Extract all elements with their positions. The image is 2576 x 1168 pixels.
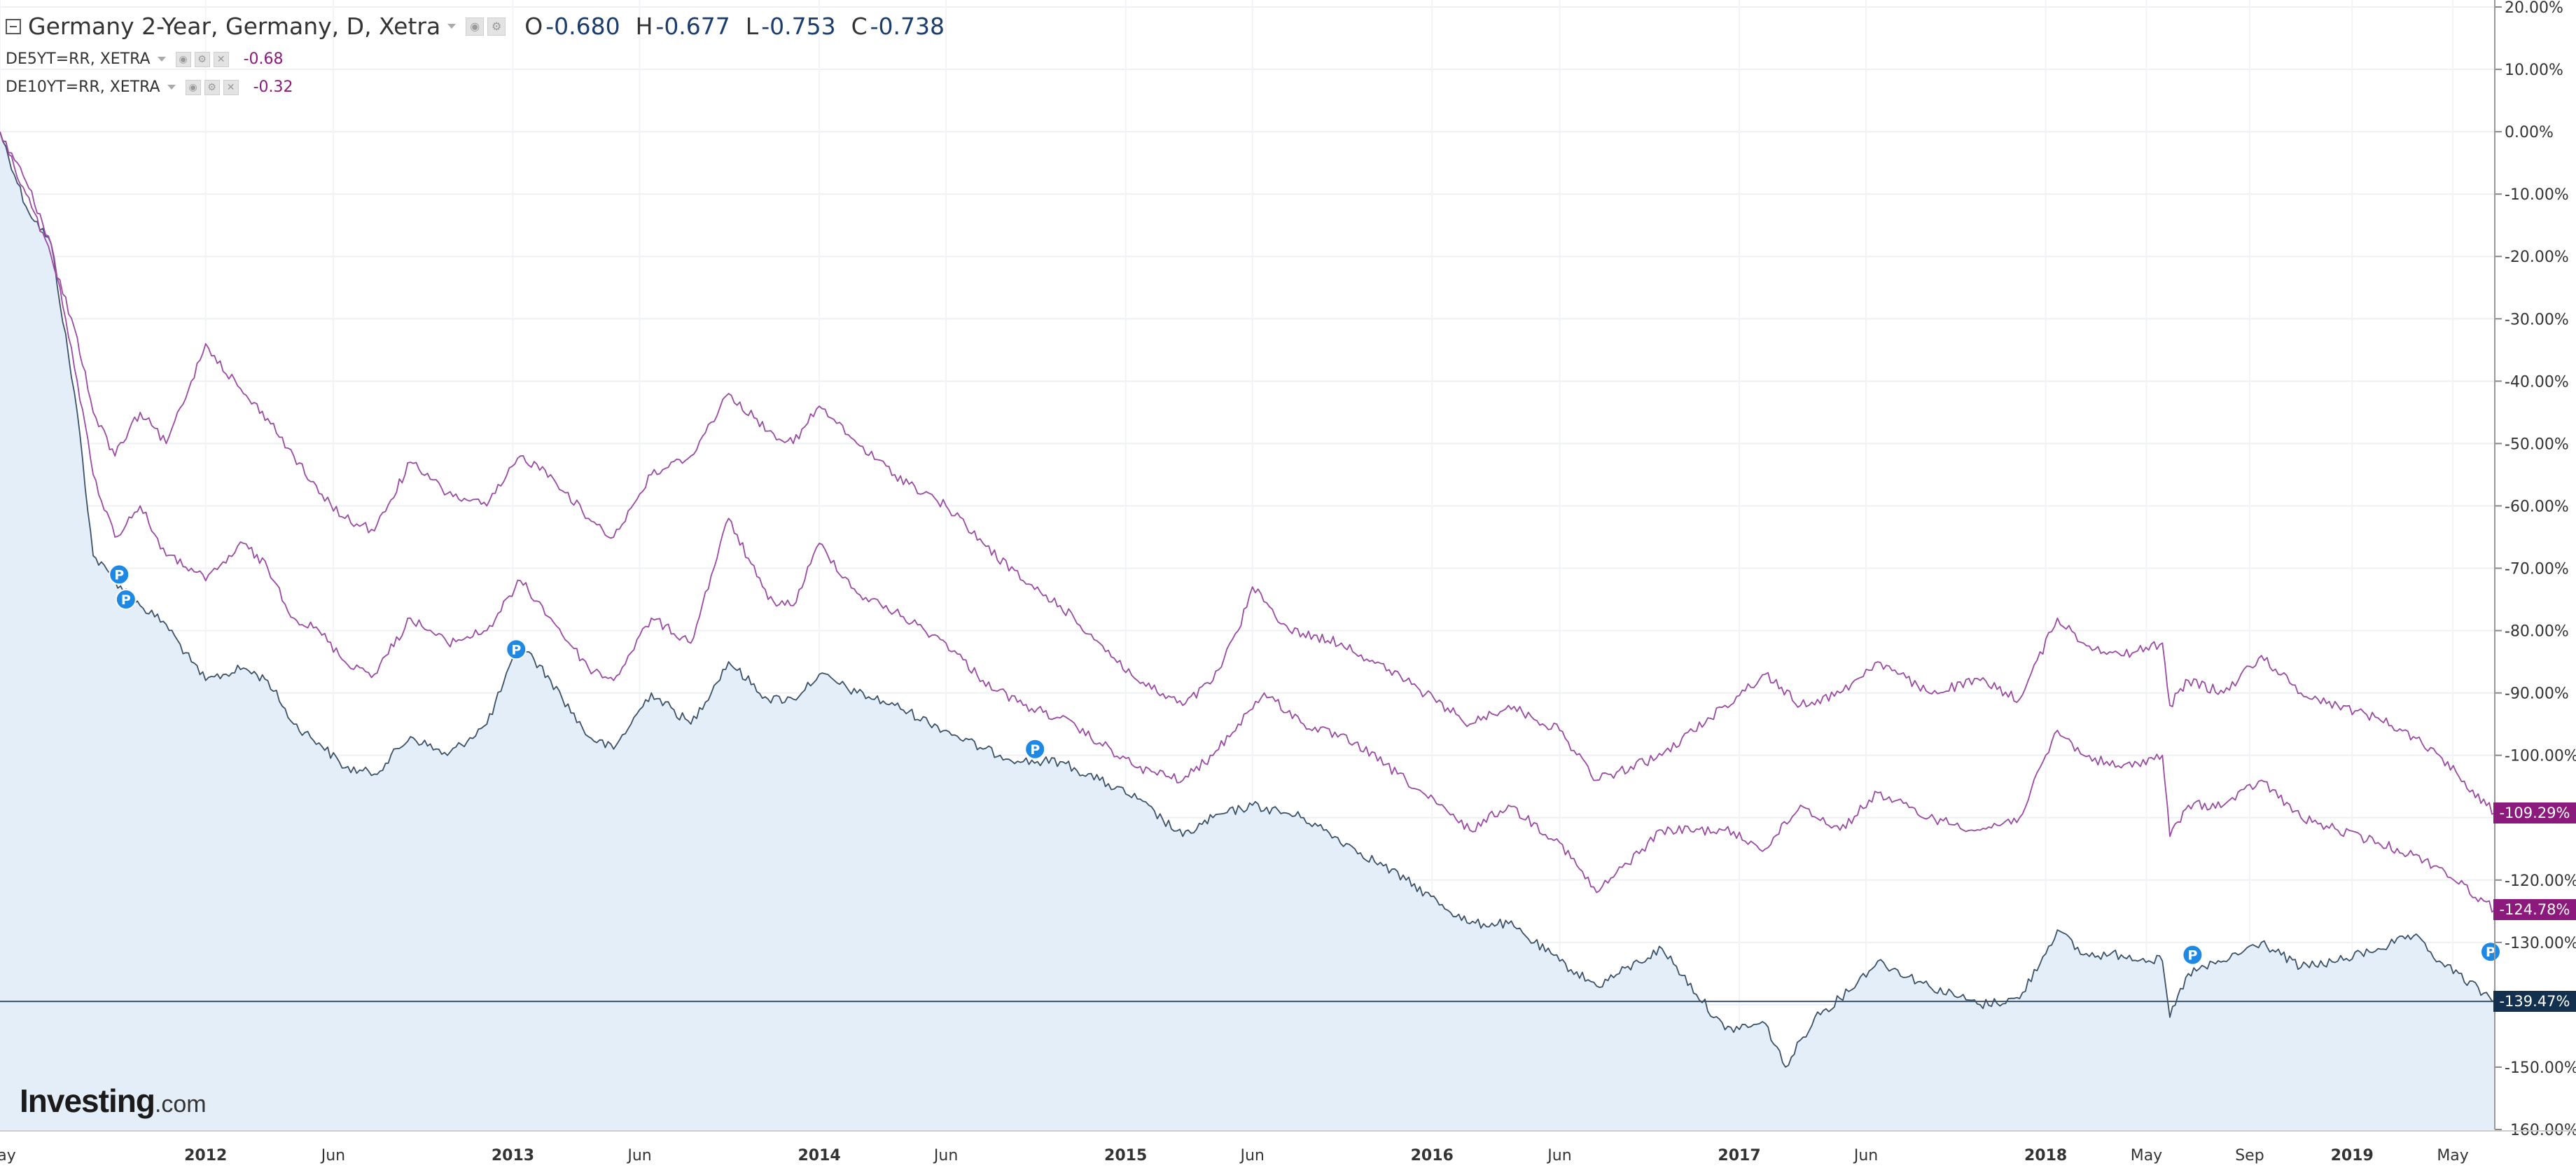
price-tag-de5y: -124.78% <box>2493 899 2576 921</box>
close-value: -0.738 <box>870 13 945 40</box>
y-tick-label: 0.00% <box>2505 124 2554 141</box>
series-line-comparison <box>0 131 2495 815</box>
logo-suffix: .com <box>154 1091 207 1118</box>
y-tick-label: -50.00% <box>2505 436 2569 453</box>
x-tick-label: Jun <box>1853 1147 1878 1164</box>
y-tick-label: -60.00% <box>2505 498 2569 515</box>
gear-icon[interactable]: ⚙ <box>487 17 506 36</box>
x-tick-label: Jun <box>1239 1147 1265 1164</box>
event-marker[interactable] <box>1024 738 1046 760</box>
comparison-symbol[interactable]: DE5YT=RR, XETRA <box>6 50 151 68</box>
legend-comparison-row: DE10YT=RR, XETRA ◉ ⚙ ✕ -0.32 <box>6 78 293 96</box>
legend-comparison-row: DE5YT=RR, XETRA ◉ ⚙ ✕ -0.68 <box>6 50 284 68</box>
close-label: C <box>851 13 868 40</box>
close-icon[interactable]: ✕ <box>213 51 229 67</box>
y-tick-label: -30.00% <box>2505 311 2569 328</box>
event-marker-label: P <box>2486 945 2495 960</box>
gear-icon[interactable]: ⚙ <box>204 79 220 95</box>
y-tick-label: -130.00% <box>2505 935 2576 952</box>
open-value: -0.680 <box>545 13 620 40</box>
series-area-fill <box>0 132 2495 1130</box>
event-marker-label: P <box>121 592 131 608</box>
x-tick-label: 2015 <box>1104 1147 1147 1164</box>
x-tick-label: Jun <box>933 1147 958 1164</box>
y-tick-label: -40.00% <box>2505 373 2569 391</box>
collapse-icon[interactable] <box>6 18 21 34</box>
event-marker-label: P <box>2187 948 2197 964</box>
event-marker[interactable] <box>2182 944 2203 966</box>
x-tick-label: 2013 <box>492 1147 534 1164</box>
y-tick-label: -120.00% <box>2505 872 2576 890</box>
y-axis: 20.00% 10.00% 0.00% -10.00% -20.00% -30.00% -4… <box>2494 0 2576 1139</box>
series-lines <box>0 131 2495 1068</box>
x-tick-label: 2019 <box>2331 1147 2374 1164</box>
y-tick-label: -80.00% <box>2505 623 2569 641</box>
low-value: -0.753 <box>761 13 836 40</box>
low-label: L <box>745 13 759 40</box>
series-line-comparison <box>0 131 2495 913</box>
x-tick-label: Jun <box>1546 1147 1571 1164</box>
close-icon[interactable]: ✕ <box>223 79 239 95</box>
x-tick-label: Jun <box>626 1147 651 1164</box>
open-label: O <box>524 13 543 40</box>
high-value: -0.677 <box>655 13 730 40</box>
y-tick-label: 20.00% <box>2505 0 2563 17</box>
logo-name: Investing <box>20 1083 155 1119</box>
main-series-area <box>0 132 2495 1130</box>
y-tick-label: -70.00% <box>2505 561 2569 578</box>
x-tick-label: 2017 <box>1718 1147 1760 1164</box>
y-tick-label: 10.00% <box>2505 62 2563 79</box>
y-tick-label: -100.00% <box>2505 748 2576 765</box>
x-tick-label: 2012 <box>184 1147 227 1164</box>
event-marker-label: P <box>114 567 124 583</box>
y-tick-label: -150.00% <box>2505 1059 2576 1077</box>
event-marker-label: P <box>1030 742 1040 758</box>
event-marker[interactable] <box>506 639 527 660</box>
series-line-main <box>0 131 2495 1068</box>
price-tag-main: -139.47% <box>2493 991 2576 1013</box>
event-marker[interactable] <box>109 564 130 585</box>
x-tick-label: Jun <box>320 1147 345 1164</box>
y-tick-label: -20.00% <box>2505 249 2569 266</box>
eye-icon[interactable]: ◉ <box>175 51 191 67</box>
x-axis: May 2012 Jun 2013 Jun 2014 Jun 2015 Jun 2016 Jun 20… <box>0 1130 2576 1164</box>
y-tick-label: -10.00% <box>2505 186 2569 204</box>
x-tick-label: May <box>2131 1147 2162 1164</box>
chevron-down-icon[interactable] <box>167 85 176 90</box>
chevron-down-icon[interactable] <box>447 24 457 29</box>
x-tick-label: 2016 <box>1411 1147 1454 1164</box>
x-tick-label: 2018 <box>2024 1147 2067 1164</box>
comparison-value: -0.68 <box>243 50 284 68</box>
x-tick-label: May <box>0 1147 16 1164</box>
high-label: H <box>635 13 653 40</box>
investing-logo: Investing.com <box>20 1082 207 1120</box>
comparison-value: -0.32 <box>253 78 293 96</box>
price-tag-de10y: -109.29% <box>2493 802 2576 824</box>
x-tick-label: May <box>2437 1147 2468 1164</box>
comparison-symbol[interactable]: DE10YT=RR, XETRA <box>6 78 160 96</box>
event-marker[interactable] <box>115 589 137 611</box>
legend-main-row: Germany 2-Year, Germany, D, Xetra ◉ ⚙ O … <box>6 13 945 40</box>
event-marker-label: P <box>511 642 521 658</box>
chevron-down-icon[interactable] <box>157 57 166 62</box>
eye-icon[interactable]: ◉ <box>185 79 201 95</box>
x-tick-label: 2014 <box>798 1147 840 1164</box>
main-series-title[interactable]: Germany 2-Year, Germany, D, Xetra <box>28 13 441 40</box>
eye-icon[interactable]: ◉ <box>466 17 485 36</box>
y-tick-label: -90.00% <box>2505 686 2569 703</box>
event-marker[interactable] <box>2480 941 2502 963</box>
x-tick-label: Sep <box>2235 1147 2264 1164</box>
gear-icon[interactable]: ⚙ <box>194 51 210 67</box>
